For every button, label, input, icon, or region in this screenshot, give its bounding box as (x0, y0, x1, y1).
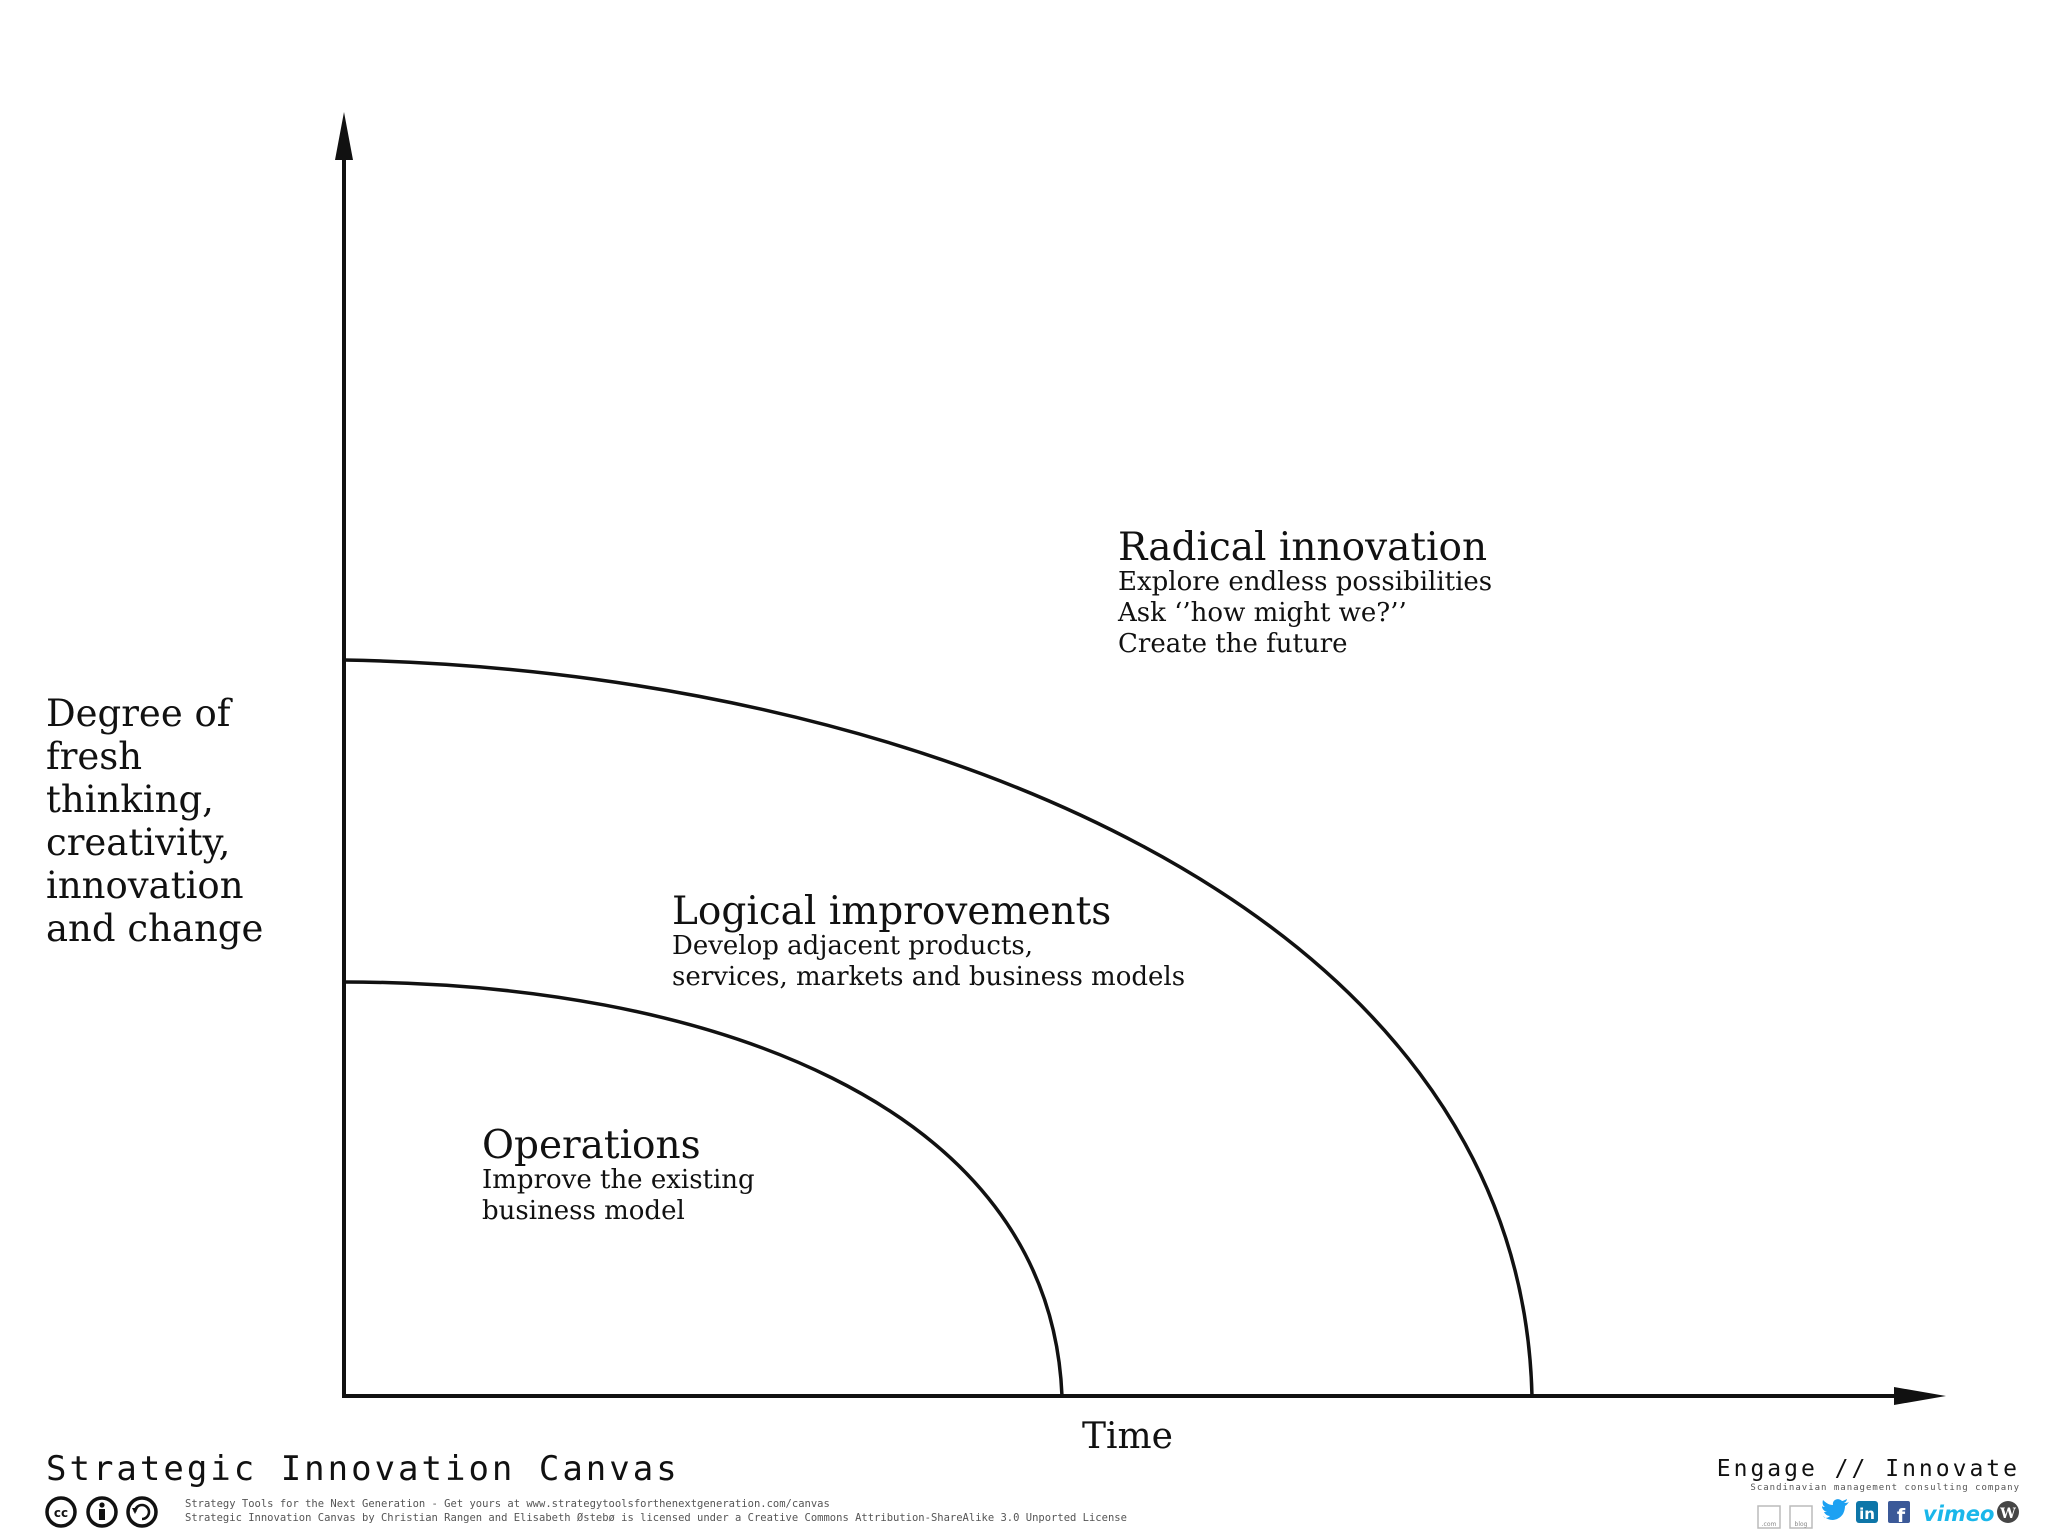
credit-line-1: Strategy Tools for the Next Generation -… (185, 1498, 830, 1510)
outer-boundary-curve (343, 658, 1534, 1397)
attribution-icon[interactable] (86, 1496, 118, 1528)
zone-logical-improvements: Logical improvements Develop adjacent pr… (672, 889, 1185, 992)
com-link[interactable]: .com (1757, 1505, 1781, 1529)
zone-description: Improve the existing business model (482, 1165, 763, 1226)
zone-description: Explore endless possibilities Ask ‘’how … (1117, 567, 1500, 659)
zone-title: Operations (482, 1123, 701, 1168)
brand-tagline: Scandinavian management consulting compa… (1750, 1483, 2020, 1493)
y-axis-arrowhead (335, 112, 353, 160)
y-axis-label: Degree of fresh thinking, creativity, in… (46, 692, 263, 950)
blog-link[interactable]: blog (1789, 1505, 1813, 1529)
canvas-title: Strategic Innovation Canvas (46, 1449, 680, 1489)
cc-icon[interactable]: cc (45, 1496, 77, 1528)
brand-title: Engage // Innovate (1717, 1456, 2020, 1482)
zone-title: Logical improvements (672, 889, 1111, 934)
share-alike-icon[interactable] (126, 1496, 158, 1528)
svg-text:cc: cc (54, 1506, 68, 1520)
svg-text:W: W (1999, 1506, 2016, 1522)
svg-text:f: f (1897, 1505, 1906, 1527)
credit-line-2: Strategic Innovation Canvas by Christian… (185, 1512, 1127, 1524)
facebook-icon[interactable]: f (1888, 1501, 1910, 1527)
inner-boundary-curve (343, 980, 1064, 1397)
svg-text:blog: blog (1795, 1521, 1808, 1528)
x-axis-arrowhead (1894, 1387, 1946, 1405)
svg-text:in: in (1859, 1505, 1875, 1523)
zone-description: Develop adjacent products, services, mar… (672, 931, 1185, 992)
svg-text:.com: .com (1762, 1521, 1777, 1528)
wordpress-icon[interactable]: W (1997, 1501, 2019, 1523)
linkedin-icon[interactable]: in (1856, 1501, 1878, 1523)
zone-operations: Operations Improve the existing business… (482, 1123, 763, 1226)
zone-title: Radical innovation (1118, 525, 1487, 570)
vimeo-icon[interactable]: vimeo (1923, 1502, 1994, 1526)
footer-right: Engage // Innovate Scandinavian manageme… (1717, 1456, 2020, 1529)
footer-left: Strategic Innovation Canvas cc Strategy … (45, 1449, 1127, 1528)
svg-text:vimeo: vimeo (1923, 1502, 1994, 1526)
twitter-icon[interactable] (1822, 1499, 1849, 1520)
axes (335, 112, 1946, 1405)
zone-radical-innovation: Radical innovation Explore endless possi… (1117, 525, 1500, 659)
x-axis-label: Time (1082, 1416, 1173, 1457)
